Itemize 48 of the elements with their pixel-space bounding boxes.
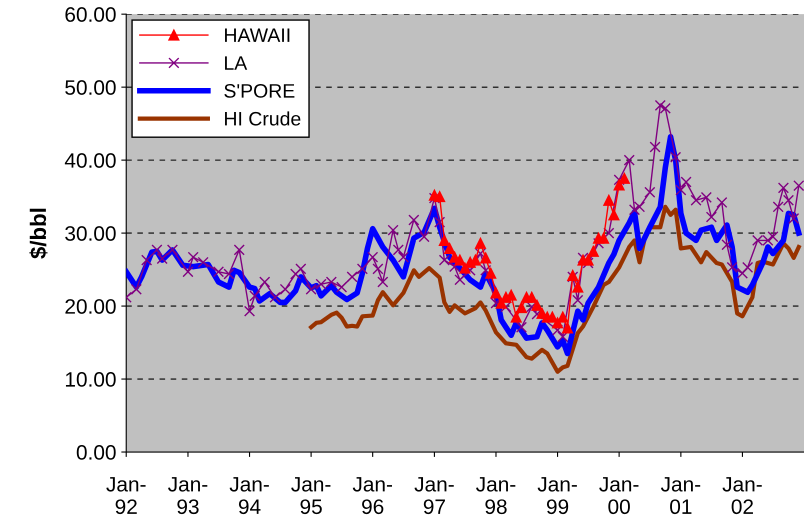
legend-label: LA [225, 56, 248, 70]
point [490, 287, 502, 298]
y-tick-label: 0.00 [76, 445, 116, 460]
legend-label: S'PORE [224, 84, 294, 98]
point [618, 172, 630, 184]
point [438, 234, 450, 246]
line-series [309, 204, 801, 374]
x-tick-label: Jan- 98 [476, 477, 516, 514]
point [434, 191, 446, 202]
point [588, 246, 599, 257]
point [552, 317, 564, 328]
point [474, 238, 486, 249]
point [516, 302, 528, 314]
point [480, 252, 492, 264]
x-tick-label: Jan- 97 [414, 477, 454, 514]
point [572, 282, 584, 293]
legend-label: HAWAII [225, 28, 290, 42]
x-tick-label: Jan- 93 [168, 477, 208, 514]
point [562, 322, 574, 334]
x-tick-label: Jan- 96 [352, 477, 392, 514]
y-tick-label: 40.00 [64, 153, 116, 168]
y-tick-label: 50.00 [65, 80, 116, 95]
y-axis-title: $/bbl [29, 208, 48, 259]
y-tick-label: 20.00 [65, 299, 116, 314]
point [531, 300, 543, 311]
x-tick-label: Jan- 99 [538, 477, 577, 514]
point [603, 194, 614, 206]
x-tick-label: Jan- 92 [106, 477, 146, 514]
point [608, 209, 620, 220]
point [526, 292, 538, 303]
x-tick-label: Jan- 94 [230, 477, 269, 514]
point [454, 254, 466, 266]
point [485, 268, 496, 279]
legend-label: HI Crude [225, 111, 300, 126]
point [444, 242, 456, 254]
y-tick-label: 30.00 [65, 226, 116, 241]
point [582, 254, 594, 266]
y-tick-label: 10.00 [66, 372, 116, 387]
point [614, 179, 625, 190]
point [546, 311, 558, 323]
point [557, 311, 568, 323]
point [598, 232, 610, 244]
x-tick-label: Jan- 02 [722, 477, 762, 514]
x-tick-label: Jan- 95 [291, 477, 330, 514]
point [510, 311, 522, 323]
y-tick-label: 60.00 [65, 7, 116, 22]
x-tick-label: Jan- 00 [599, 477, 638, 514]
x-tick-label: Jan- 01 [660, 477, 700, 514]
